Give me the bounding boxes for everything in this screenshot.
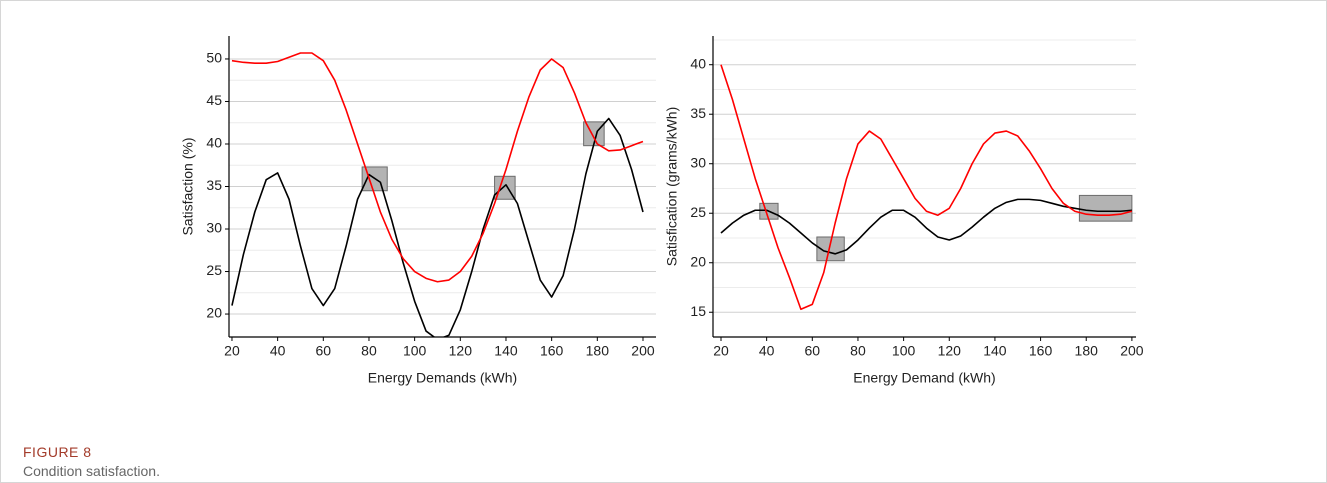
data-line: [720, 64, 1133, 311]
y-tick-label: 30: [206, 220, 222, 236]
highlight-box: [816, 236, 845, 262]
y-tick-label: 15: [690, 303, 706, 319]
y-tick-label: 35: [690, 105, 706, 121]
y-tick-label: 25: [690, 204, 706, 220]
x-axis-title: Energy Demand (kWh): [853, 370, 995, 386]
y-tick-label: 45: [206, 92, 222, 108]
y-tick-label: 40: [690, 55, 706, 71]
x-tick-label: 160: [1029, 343, 1053, 359]
figure-label: FIGURE 8: [23, 444, 92, 460]
x-tick-label: 140: [983, 343, 1007, 359]
x-tick-label: 80: [361, 343, 377, 359]
x-tick-label: 200: [631, 343, 655, 359]
x-tick-label: 100: [892, 343, 916, 359]
plot-area: [720, 64, 1133, 311]
y-axis-title: Satisfaction (%): [180, 137, 196, 235]
x-tick-label: 40: [270, 343, 286, 359]
y-axis-title: Satisfication (grams/kWh): [664, 107, 680, 266]
x-tick-label: 200: [1120, 343, 1144, 359]
x-tick-label: 20: [224, 343, 240, 359]
x-tick-label: 60: [316, 343, 332, 359]
data-line: [720, 198, 1132, 255]
y-tick-label: 20: [206, 305, 222, 321]
x-tick-label: 80: [850, 343, 866, 359]
y-tick-label: 40: [206, 135, 222, 151]
x-tick-label: 20: [713, 343, 729, 359]
x-tick-label: 160: [540, 343, 564, 359]
highlight-box: [1078, 194, 1133, 222]
x-tick-label: 120: [449, 343, 473, 359]
y-tick-label: 25: [206, 262, 222, 278]
x-tick-label: 40: [759, 343, 775, 359]
x-tick-label: 60: [805, 343, 821, 359]
y-tick-label: 50: [206, 50, 222, 66]
x-axis-title: Energy Demands (kWh): [368, 370, 517, 386]
x-tick-label: 120: [938, 343, 962, 359]
y-tick-label: 20: [690, 253, 706, 269]
figure-caption: Condition satisfaction.: [23, 463, 160, 479]
highlight-box: [494, 175, 516, 200]
plot-area: [231, 52, 644, 337]
y-tick-label: 30: [690, 154, 706, 170]
data-line: [231, 117, 644, 337]
x-tick-label: 100: [403, 343, 427, 359]
y-tick-label: 35: [206, 177, 222, 193]
x-tick-label: 140: [494, 343, 518, 359]
x-tick-label: 180: [1075, 343, 1099, 359]
data-line: [231, 52, 644, 283]
charts: 20 25 30 35 40 45 50 20 40 60 80 100 120 140 160 180 200…: [180, 36, 1144, 386]
x-tick-label: 180: [586, 343, 610, 359]
